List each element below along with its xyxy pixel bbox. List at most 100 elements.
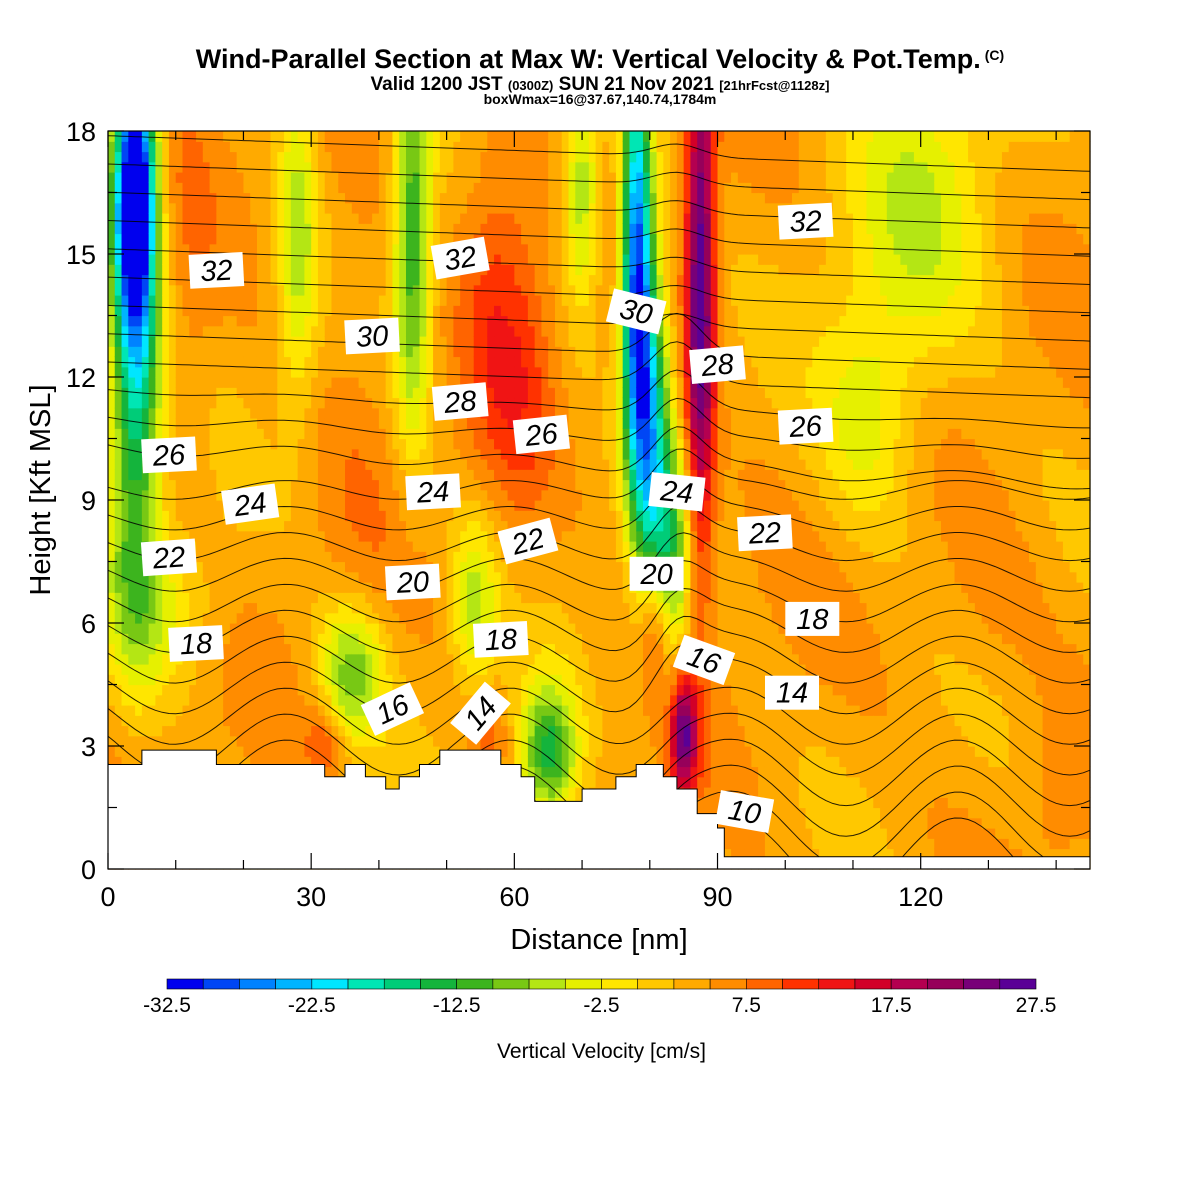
heatmap-cell: [236, 715, 245, 727]
heatmap-cell: [317, 756, 326, 768]
heatmap-cell: [487, 735, 495, 747]
heatmap-cell: [277, 664, 285, 675]
heatmap-cell: [527, 459, 536, 470]
heatmap-cell: [263, 735, 272, 747]
heatmap-cell: [419, 735, 427, 747]
heatmap-cell: [317, 510, 326, 522]
heatmap-cell: [175, 243, 184, 255]
heatmap-cell: [507, 151, 515, 163]
heatmap-cell: [500, 664, 509, 675]
heatmap-cell: [148, 151, 156, 163]
heatmap-cell: [256, 315, 265, 327]
heatmap-cell: [223, 551, 231, 563]
heatmap-cell: [378, 633, 387, 645]
heatmap-cell: [182, 305, 190, 317]
heatmap-cell: [554, 192, 563, 204]
heatmap-cell: [378, 602, 387, 614]
heatmap-cell: [148, 325, 156, 337]
heatmap-cell: [345, 643, 353, 655]
heatmap-cell: [460, 438, 468, 450]
heatmap-cell: [358, 356, 366, 368]
heatmap-cell: [202, 571, 211, 583]
heatmap-cell: [433, 274, 441, 286]
heatmap-cell: [229, 418, 238, 429]
heatmap-cell: [514, 377, 522, 388]
heatmap-cell: [534, 776, 543, 788]
heatmap-cell: [128, 612, 136, 624]
heatmap-cell: [433, 448, 441, 460]
heatmap-cell: [223, 397, 231, 409]
heatmap-cell: [304, 397, 312, 409]
heatmap-cell: [270, 735, 278, 747]
heatmap-cell: [473, 653, 482, 665]
heatmap-cell: [561, 182, 570, 194]
heatmap-cell: [290, 664, 299, 675]
heatmap-cell: [514, 612, 522, 624]
heatmap-cell: [250, 233, 258, 245]
heatmap-cell: [514, 223, 522, 235]
heatmap-cell: [277, 254, 285, 265]
heatmap-cell: [507, 674, 515, 686]
heatmap-cell: [277, 223, 285, 235]
heatmap-cell: [189, 131, 197, 142]
heatmap-cell: [548, 756, 556, 768]
heatmap-cell: [378, 530, 387, 542]
heatmap-cell: [297, 438, 305, 450]
heatmap-cell: [412, 274, 421, 286]
heatmap-cell: [439, 315, 448, 327]
heatmap-cell: [297, 510, 305, 522]
heatmap-cell: [202, 561, 211, 573]
heatmap-cell: [162, 346, 170, 358]
heatmap-cell: [168, 520, 177, 532]
heatmap-cell: [270, 448, 278, 460]
heatmap-cell: [527, 735, 536, 747]
heatmap-cell: [338, 366, 346, 378]
heatmap-cell: [256, 131, 265, 142]
heatmap-cell: [250, 161, 258, 173]
heatmap-cell: [372, 243, 380, 255]
heatmap-cell: [311, 582, 319, 593]
heatmap-cell: [216, 161, 224, 173]
heatmap-cell: [175, 233, 184, 245]
heatmap-cell: [236, 725, 245, 737]
heatmap-cell: [175, 284, 184, 296]
heatmap-cell: [412, 223, 421, 235]
heatmap-cell: [250, 582, 258, 593]
heatmap-cell: [277, 336, 285, 347]
heatmap-cell: [243, 264, 251, 276]
heatmap-cell: [216, 325, 224, 337]
heatmap-cell: [419, 397, 427, 409]
heatmap-cell: [175, 735, 184, 747]
heatmap-cell: [270, 746, 278, 757]
heatmap-cell: [243, 551, 251, 563]
heatmap-cell: [561, 684, 570, 696]
heatmap-cell: [277, 541, 285, 552]
heatmap-cell: [534, 500, 543, 511]
heatmap-cell: [405, 664, 414, 675]
heatmap-cell: [284, 223, 292, 235]
heatmap-cell: [270, 356, 278, 368]
heatmap-cell: [527, 448, 536, 460]
heatmap-cell: [250, 643, 258, 655]
heatmap-cell: [128, 418, 136, 429]
heatmap-cell: [385, 756, 394, 768]
heatmap-cell: [311, 161, 319, 173]
heatmap-cell: [466, 274, 475, 286]
heatmap-cell: [500, 377, 509, 388]
heatmap-cell: [284, 694, 292, 706]
heatmap-cell: [487, 592, 495, 604]
heatmap-cell: [419, 295, 427, 306]
heatmap-cell: [358, 715, 366, 727]
heatmap-cell: [331, 172, 339, 183]
heatmap-cell: [331, 725, 339, 737]
heatmap-cell: [135, 254, 143, 265]
heatmap-cell: [561, 561, 570, 573]
heatmap-cell: [216, 336, 224, 347]
heatmap-cell: [466, 192, 475, 204]
heatmap-cell: [345, 520, 353, 532]
heatmap-cell: [331, 746, 339, 757]
heatmap-cell: [128, 172, 136, 183]
heatmap-cell: [304, 387, 312, 399]
heatmap-cell: [250, 674, 258, 686]
heatmap-cell: [331, 407, 339, 419]
